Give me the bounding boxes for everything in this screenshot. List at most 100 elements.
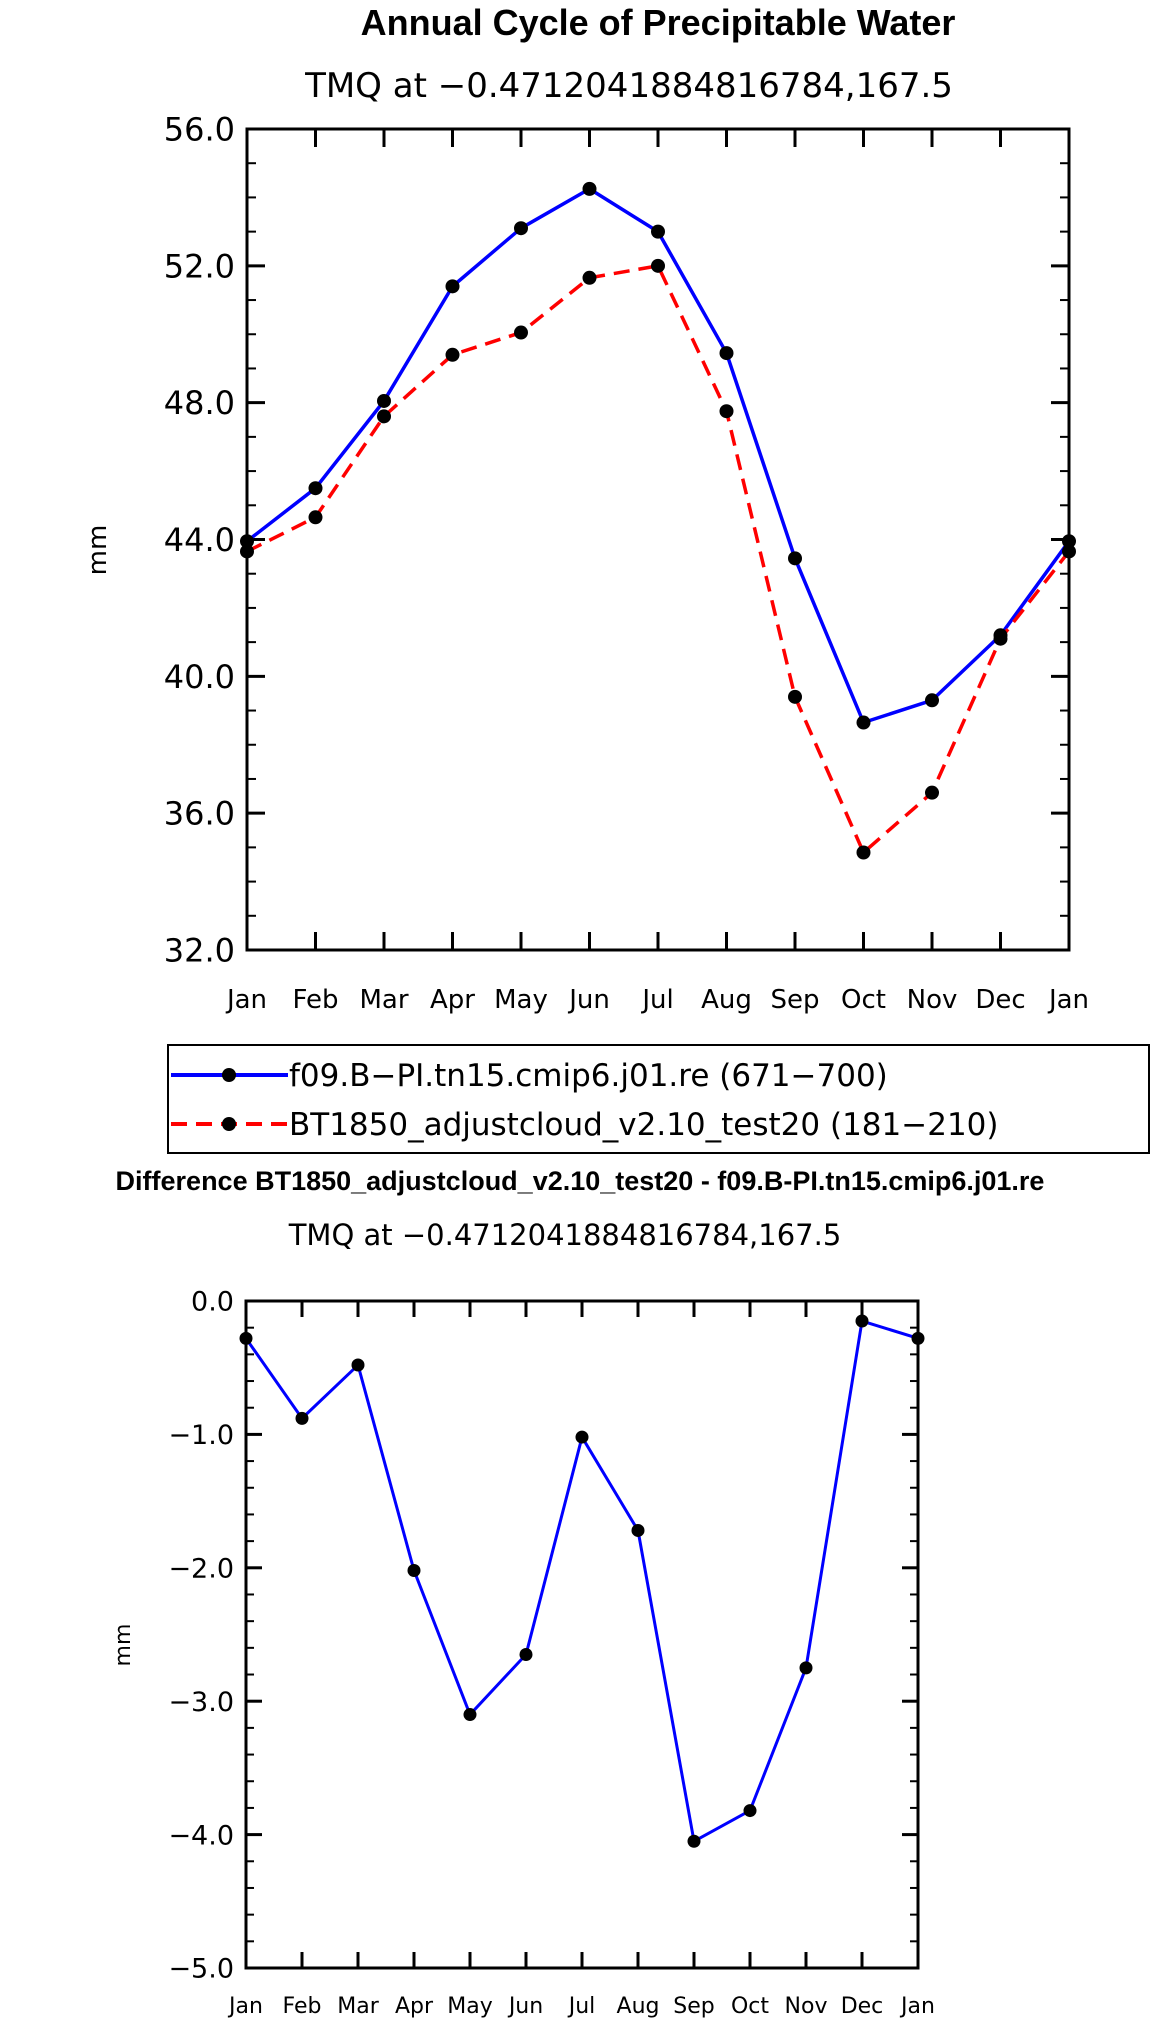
series-1-point	[308, 481, 323, 496]
series-1-point	[856, 715, 871, 730]
x-tick-label: Jan	[227, 1994, 263, 2019]
x-tick-label: Jan	[1047, 985, 1089, 1015]
x-tick-label: Nov	[907, 985, 958, 1015]
series-2-point	[856, 845, 871, 860]
y-tick-label: 48.0	[164, 384, 235, 422]
series-1-point	[295, 1411, 309, 1425]
difference-axis-ticks	[244, 1299, 920, 1970]
series-1-point	[445, 279, 460, 294]
y-tick-label: −4.0	[168, 1820, 234, 1851]
y-tick-label: −5.0	[168, 1954, 234, 1985]
series-1-point	[351, 1358, 365, 1372]
series-line-2	[246, 264, 1071, 855]
x-tick-label: Jul	[640, 985, 673, 1015]
x-tick-label: Jun	[507, 1994, 543, 2019]
y-tick-label: 0.0	[191, 1287, 234, 1318]
y-tick-label: 52.0	[164, 247, 235, 285]
x-tick-label: Sep	[673, 1994, 714, 2019]
series-1-point	[719, 346, 734, 361]
difference-plot-frame	[244, 1299, 920, 1970]
difference-chart-subtitle: TMQ at −0.4712041884816784,167.5	[288, 1218, 842, 1252]
chart-title: Annual Cycle of Precipitable Water	[361, 2, 956, 43]
legend-box	[167, 1044, 1150, 1154]
series-2-point	[788, 689, 802, 704]
legend-marker-series-2	[222, 1117, 236, 1131]
x-tick-label: Mar	[337, 1994, 379, 2019]
x-tick-label: Feb	[292, 985, 338, 1015]
series-1-point	[855, 1314, 869, 1328]
x-tick-label: Jan	[899, 1994, 935, 2019]
series-1-point	[463, 1708, 477, 1722]
series-2-point	[514, 325, 528, 340]
series-points	[240, 181, 1076, 860]
plot-frame	[245, 127, 1071, 952]
difference-series-points	[239, 1314, 925, 1848]
difference-y-tick-labels: −5.0 −4.0 −3.0 −2.0 −1.0 0.0	[168, 1287, 234, 1985]
series-1-point	[687, 1834, 701, 1848]
y-tick-labels: 32.0 36.0 40.0 44.0 48.0 52.0 56.0	[164, 111, 235, 970]
series-1-point	[514, 221, 528, 236]
y-tick-label: −2.0	[168, 1554, 234, 1585]
series-1-point	[925, 693, 939, 708]
series-1-point	[743, 1804, 757, 1818]
series-2-point	[308, 510, 323, 525]
x-tick-label: Apr	[395, 1994, 434, 2019]
x-tick-label: Sep	[770, 985, 819, 1015]
series-1-point	[377, 393, 391, 408]
x-tick-label: Dec	[975, 985, 1025, 1015]
series-lines	[245, 187, 1071, 855]
y-axis-label: mm	[83, 525, 113, 576]
series-2-point	[582, 270, 597, 285]
series-2-point	[925, 785, 939, 800]
y-tick-label: 36.0	[164, 795, 235, 833]
x-tick-label: Nov	[785, 1994, 828, 2019]
y-tick-label: 44.0	[164, 521, 235, 559]
series-2-point	[651, 258, 665, 273]
difference-chart: Difference BT1850_adjustcloud_v2.10_test…	[111, 1166, 1044, 2019]
x-tick-label: Dec	[841, 1994, 884, 2019]
series-line-1	[244, 1319, 919, 1843]
series-1-point	[582, 181, 597, 196]
x-tick-label: Jul	[567, 1994, 596, 2019]
series-1-point	[799, 1661, 813, 1675]
y-tick-label: 40.0	[164, 658, 235, 696]
y-tick-label: 56.0	[164, 111, 235, 149]
series-1-point	[631, 1523, 645, 1537]
x-tick-label: Feb	[283, 1994, 322, 2019]
series-2-point	[377, 409, 391, 424]
legend-label-series-1: f09.B−PI.tn15.cmip6.j01.re (671−700)	[289, 1058, 888, 1094]
series-1-point	[575, 1430, 589, 1444]
difference-chart-title: Difference BT1850_adjustcloud_v2.10_test…	[116, 1166, 1045, 1196]
y-tick-label: −3.0	[168, 1687, 234, 1718]
chart-subtitle: TMQ at −0.4712041884816784,167.5	[304, 66, 953, 106]
x-tick-label: Jun	[567, 985, 610, 1015]
annual-cycle-chart: Annual Cycle of Precipitable Water TMQ a…	[83, 2, 1089, 1015]
x-tick-label: May	[447, 1994, 492, 2019]
x-tick-label: May	[494, 985, 548, 1015]
x-tick-label: Aug	[617, 1994, 660, 2019]
difference-series-line	[244, 1319, 919, 1843]
series-1-point	[519, 1648, 533, 1662]
x-tick-label: Oct	[731, 1994, 769, 2019]
series-2-point	[719, 404, 734, 419]
series-1-point	[651, 224, 665, 239]
legend-marker-series-1	[222, 1068, 236, 1082]
x-tick-label: Mar	[359, 985, 408, 1015]
x-tick-label: Apr	[430, 985, 475, 1015]
y-tick-label: −1.0	[168, 1420, 234, 1451]
legend: f09.B−PI.tn15.cmip6.j01.re (671−700) BT1…	[167, 1044, 1150, 1154]
x-tick-labels: Jan Feb Mar Apr May Jun Jul Aug Sep Oct Nov Dec Jan	[225, 985, 1089, 1015]
x-tick-label: Oct	[841, 985, 886, 1015]
y-tick-label: 32.0	[164, 932, 235, 970]
legend-label-series-2: BT1850_adjustcloud_v2.10_test20 (181−210…	[289, 1107, 999, 1143]
x-tick-label: Jan	[225, 985, 267, 1015]
difference-y-axis-label: mm	[111, 1624, 136, 1667]
series-1-point	[788, 551, 802, 566]
series-2-point	[993, 631, 1008, 646]
x-tick-label: Aug	[701, 985, 752, 1015]
series-1-point	[407, 1563, 421, 1577]
difference-x-tick-labels: Jan Feb Mar Apr May Jun Jul Aug Sep Oct Nov Dec Jan	[227, 1994, 935, 2019]
series-2-point	[445, 347, 460, 362]
axis-ticks	[245, 127, 1071, 952]
